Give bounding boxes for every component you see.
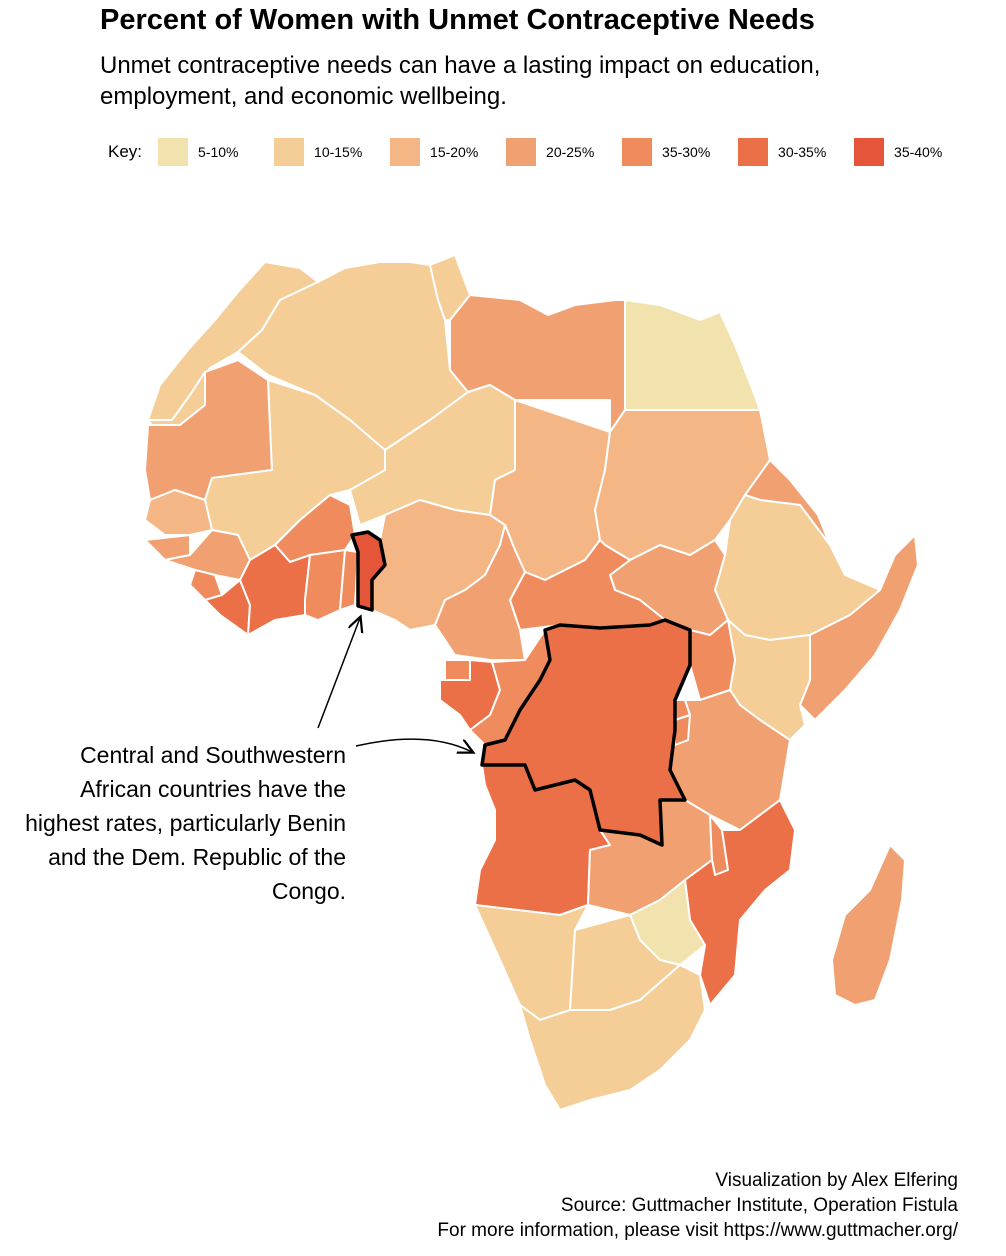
- benin-highlight: [350, 530, 387, 612]
- legend-item-label: 15-20%: [430, 144, 479, 160]
- legend-item: 30-35%: [730, 138, 846, 166]
- legend-item: 5-10%: [150, 138, 266, 166]
- legend-item: 20-25%: [498, 138, 614, 166]
- map-subtitle: Unmet contraceptive needs can have a las…: [100, 52, 821, 110]
- legend-swatch: [390, 138, 421, 166]
- footer-info: For more information, please visit https…: [437, 1220, 958, 1241]
- region-south-africa: [519, 964, 706, 1111]
- dr-congo-highlight: [480, 618, 692, 847]
- footer-source: Source: Guttmacher Institute, Operation …: [560, 1195, 958, 1216]
- legend-item: 35-40%: [846, 138, 962, 166]
- legend-swatch: [622, 138, 653, 166]
- legend-item-label: 5-10%: [198, 144, 239, 160]
- region-ghana: [304, 549, 346, 621]
- legend-swatch: [738, 138, 769, 166]
- map-title: Percent of Women with Unmet Contraceptiv…: [100, 4, 815, 36]
- legend-item-label: 35-40%: [894, 144, 943, 160]
- legend-swatch: [274, 138, 305, 166]
- legend-item: 15-20%: [382, 138, 498, 166]
- region-uganda: [689, 619, 736, 701]
- annotation-text: Central and Southwestern African countri…: [25, 742, 346, 904]
- region-cameroon: [434, 524, 526, 661]
- footer-credit: Visualization by Alex Elfering: [715, 1170, 958, 1191]
- region-equatorial-guinea: [444, 659, 471, 681]
- annotation-arrow-benin: [317, 618, 360, 729]
- legend-item-label: 10-15%: [314, 144, 363, 160]
- legend: Key: 5-10% 10-15% 15-20% 20-25% 35-30% 3…: [108, 138, 962, 166]
- region-burundi: [674, 714, 691, 746]
- legend-swatch: [506, 138, 537, 166]
- legend-swatch: [158, 138, 189, 166]
- legend-label: Key:: [108, 142, 143, 161]
- footer: Visualization by Alex Elfering Source: G…: [437, 1168, 958, 1243]
- region-senegal: [144, 489, 213, 536]
- region-madagascar: [831, 844, 906, 1006]
- annotation-arrow-drc: [355, 738, 472, 752]
- legend-item: 10-15%: [266, 138, 382, 166]
- legend-item-label: 20-25%: [546, 144, 595, 160]
- region-togo: [339, 549, 359, 611]
- legend-item-label: 30-35%: [778, 144, 827, 160]
- legend-item-label: 35-30%: [662, 144, 711, 160]
- legend-item: 35-30%: [614, 138, 730, 166]
- region-egypt: [624, 299, 761, 411]
- legend-swatch: [854, 138, 885, 166]
